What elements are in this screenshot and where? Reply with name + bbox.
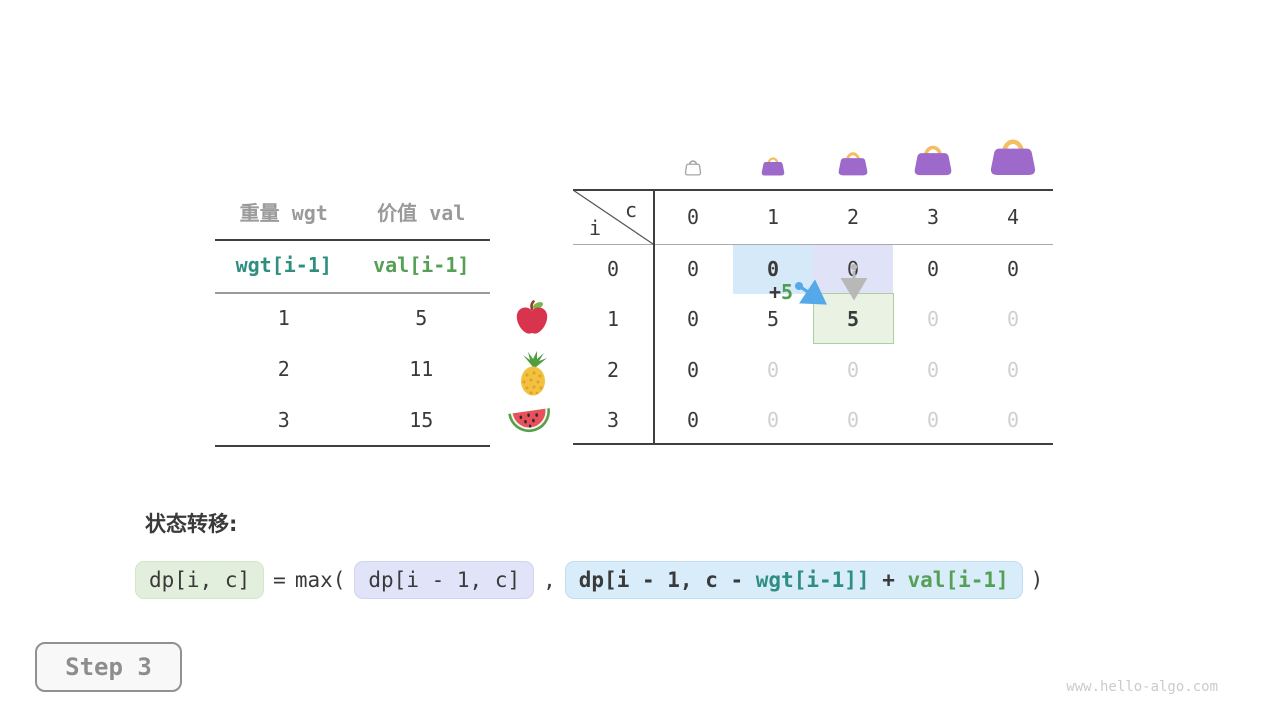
value-column-header: 价值 val — [377, 201, 466, 225]
dp-row-2: 2 0 0 0 0 0 — [573, 344, 1053, 395]
header-divider — [573, 244, 1053, 245]
added-value: 5 — [781, 280, 794, 304]
item-row-1: 1 5 — [215, 306, 490, 330]
capacity-bags — [573, 126, 1053, 182]
dp-cell-2-2: 0 — [846, 357, 860, 382]
col-header-3: 3 — [926, 205, 940, 229]
dp-row-1: 1 0 5 5 0 0 — [573, 294, 1053, 344]
col-header-4: 4 — [1006, 205, 1020, 229]
option2-wgt-term: wgt[i-1]] — [755, 568, 870, 592]
dp-header-row: 0 1 2 3 4 — [573, 190, 1053, 244]
max-open: max( — [294, 568, 346, 592]
option2-plus: + — [869, 568, 908, 592]
option2-prefix: dp[i - 1, c - — [578, 568, 756, 592]
corner-row-var: i — [589, 216, 602, 240]
add-value-annotation: +5 — [759, 280, 803, 304]
watermelon-icon — [507, 404, 553, 440]
option2-val-term: val[i-1] — [907, 568, 1009, 592]
dp-cell-0-4: 0 — [1006, 257, 1020, 281]
state-transition-label: 状态转移: — [145, 512, 238, 536]
dp-cell-3-1: 0 — [766, 408, 780, 432]
items-table-subheader-row: wgt[i-1] val[i-1] — [215, 253, 490, 277]
dp-cell-3-0: 0 — [686, 408, 700, 432]
item-3-weight: 3 — [277, 408, 290, 432]
dp-cell-2-0: 0 — [686, 357, 700, 382]
divider — [215, 445, 490, 447]
col-header-2: 2 — [846, 205, 860, 229]
weight-column-header: 重量 wgt — [239, 201, 328, 225]
dp-cell-0-0: 0 — [686, 257, 700, 281]
dp-cell-0-1: 0 — [766, 257, 780, 281]
formula-lhs-pill: dp[i, c] — [135, 561, 265, 599]
row-header-0: 0 — [606, 257, 620, 281]
dp-cell-1-1: 5 — [766, 307, 780, 331]
dp-row-0: 0 0 0 0 0 0 — [573, 244, 1053, 294]
dp-cell-2-4: 0 — [1006, 357, 1020, 382]
divider — [215, 239, 490, 241]
col-header-1: 1 — [766, 205, 780, 229]
dp-cell-2-3: 0 — [926, 357, 940, 382]
step-indicator-button[interactable]: Step 3 — [35, 642, 182, 692]
empty-bag-icon — [684, 157, 702, 180]
apple-icon — [515, 300, 549, 340]
table-bottom-border — [573, 443, 1053, 445]
val-subheader: val[i-1] — [373, 253, 470, 277]
row-header-2: 2 — [606, 357, 620, 382]
item-2-weight: 2 — [277, 357, 290, 381]
item-2-value: 11 — [409, 357, 434, 381]
bag-icon-4 — [990, 133, 1037, 180]
pineapple-icon — [515, 351, 552, 401]
plus-sign: + — [768, 280, 781, 304]
dp-cell-0-3: 0 — [926, 257, 940, 281]
dp-cell-3-2: 0 — [846, 408, 860, 432]
items-table-header-row: 重量 wgt 价值 val — [215, 197, 490, 226]
table-vertical-border — [653, 190, 655, 445]
dp-cell-1-0: 0 — [686, 307, 700, 331]
close-paren: ) — [1030, 568, 1044, 592]
corner-col-var: c — [625, 198, 638, 222]
dp-cell-1-2: 5 — [846, 307, 860, 331]
corner-spacer — [573, 190, 653, 244]
bag-icon-1 — [761, 154, 786, 180]
item-1-value: 5 — [415, 306, 428, 330]
items-table: 重量 wgt 价值 val wgt[i-1] val[i-1] 1 5 2 11… — [215, 195, 490, 449]
dp-cell-1-4: 0 — [1006, 307, 1020, 331]
dp-cell-3-3: 0 — [926, 408, 940, 432]
dp-cell-2-1: 0 — [766, 357, 780, 382]
wgt-subheader: wgt[i-1] — [235, 253, 332, 277]
dp-cell-1-3: 0 — [926, 307, 940, 331]
dp-table: c i 0 1 2 3 4 0 0 0 0 0 0 1 0 5 5 0 0 — [573, 189, 1053, 445]
dp-row-3: 3 0 0 0 0 0 — [573, 395, 1053, 445]
comma: , — [543, 568, 556, 592]
divider — [215, 292, 490, 294]
bag-icon-3 — [914, 140, 953, 180]
table-top-border — [573, 189, 1053, 191]
bag-icon-2 — [838, 148, 869, 180]
corner-diagonal — [573, 190, 654, 245]
formula-option2-pill: dp[i - 1, c - wgt[i-1]] + val[i-1] — [564, 561, 1023, 599]
row-header-1: 1 — [606, 307, 620, 331]
item-1-weight: 1 — [277, 306, 290, 330]
watermark: www.hello-algo.com — [1066, 679, 1218, 695]
item-row-2: 2 11 — [215, 357, 490, 381]
dp-cell-0-2: 0 — [846, 257, 860, 281]
equals-sign: = — [273, 568, 286, 592]
row-header-3: 3 — [606, 408, 620, 432]
col-header-0: 0 — [686, 205, 700, 229]
item-row-3: 3 15 — [215, 408, 490, 432]
state-transition-formula: dp[i, c] = max( dp[i - 1, c] , dp[i - 1,… — [135, 559, 1043, 601]
item-3-value: 15 — [409, 408, 434, 432]
dp-cell-3-4: 0 — [1006, 408, 1020, 432]
formula-option1-pill: dp[i - 1, c] — [354, 561, 535, 599]
